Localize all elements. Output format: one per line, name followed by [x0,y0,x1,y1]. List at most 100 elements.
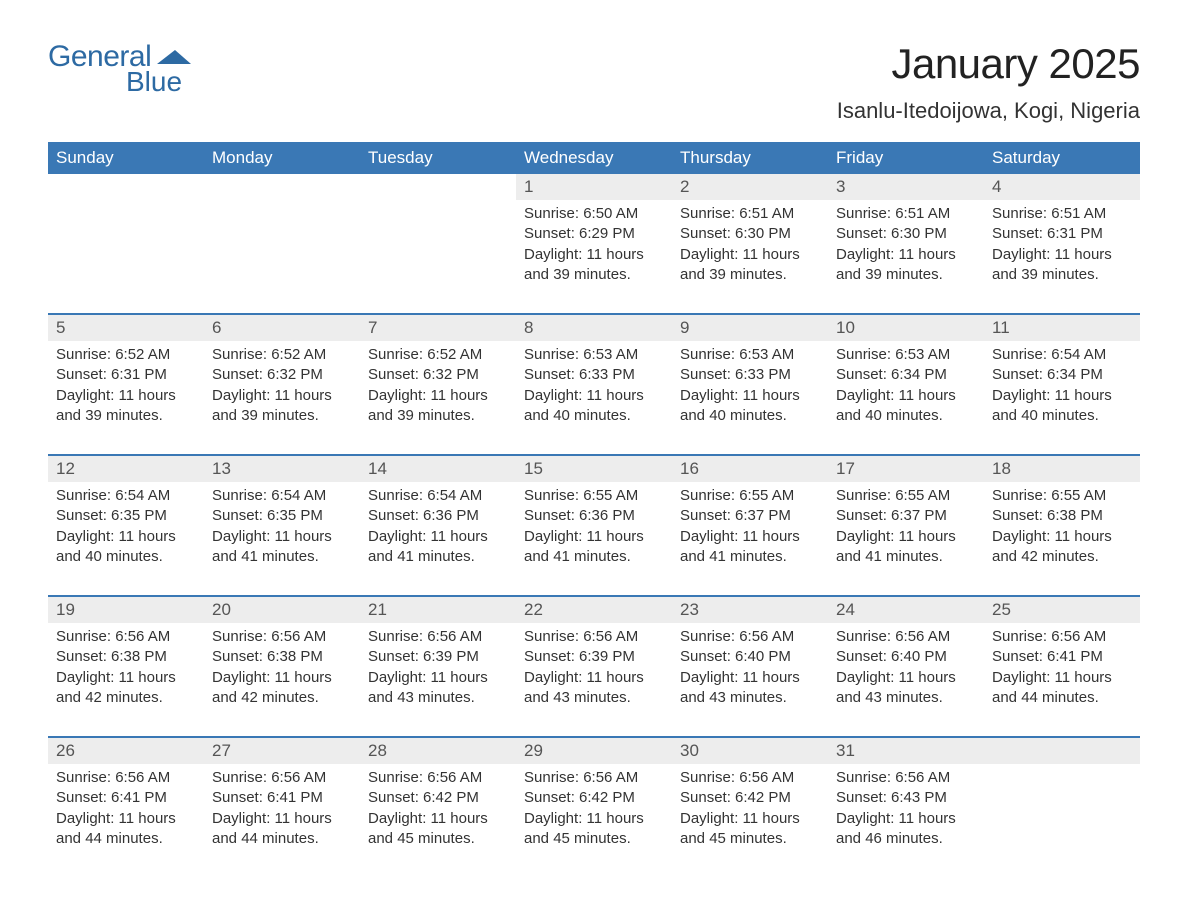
title-block: January 2025 Isanlu-Itedoijowa, Kogi, Ni… [837,40,1140,136]
day-data-row: Sunrise: 6:56 AMSunset: 6:41 PMDaylight:… [48,764,1140,877]
day-number-cell: 2 [672,174,828,200]
day-data-cell [48,200,204,314]
daylight-text: Daylight: 11 hours and 43 minutes. [524,668,664,709]
day-data-cell: Sunrise: 6:56 AMSunset: 6:40 PMDaylight:… [828,623,984,737]
daylight-text: Daylight: 11 hours and 42 minutes. [56,668,196,709]
sunset-text: Sunset: 6:42 PM [680,788,820,808]
sunrise-text: Sunrise: 6:51 AM [992,204,1132,224]
sunset-text: Sunset: 6:37 PM [836,506,976,526]
sunrise-text: Sunrise: 6:56 AM [56,768,196,788]
day-number-cell: 7 [360,314,516,341]
sunrise-text: Sunrise: 6:52 AM [56,345,196,365]
sunset-text: Sunset: 6:41 PM [212,788,352,808]
daylight-text: Daylight: 11 hours and 44 minutes. [56,809,196,850]
day-number-cell [360,174,516,200]
weekday-header: Saturday [984,142,1140,174]
day-number-cell [984,737,1140,764]
daylight-text: Daylight: 11 hours and 41 minutes. [524,527,664,568]
day-number-cell: 11 [984,314,1140,341]
day-data-cell: Sunrise: 6:56 AMSunset: 6:39 PMDaylight:… [516,623,672,737]
day-number-cell: 29 [516,737,672,764]
sunrise-text: Sunrise: 6:56 AM [680,768,820,788]
sunset-text: Sunset: 6:39 PM [368,647,508,667]
sunset-text: Sunset: 6:40 PM [680,647,820,667]
sunset-text: Sunset: 6:31 PM [56,365,196,385]
weekday-header: Sunday [48,142,204,174]
day-number-cell: 20 [204,596,360,623]
sunrise-text: Sunrise: 6:54 AM [368,486,508,506]
daylight-text: Daylight: 11 hours and 40 minutes. [836,386,976,427]
day-data-cell [984,764,1140,877]
day-data-cell: Sunrise: 6:52 AMSunset: 6:31 PMDaylight:… [48,341,204,455]
day-number-cell: 4 [984,174,1140,200]
daylight-text: Daylight: 11 hours and 45 minutes. [680,809,820,850]
sunrise-text: Sunrise: 6:55 AM [524,486,664,506]
daylight-text: Daylight: 11 hours and 39 minutes. [56,386,196,427]
day-number-row: 19202122232425 [48,596,1140,623]
day-data-cell: Sunrise: 6:56 AMSunset: 6:41 PMDaylight:… [204,764,360,877]
weekday-header: Wednesday [516,142,672,174]
day-number-cell: 17 [828,455,984,482]
day-number-row: 567891011 [48,314,1140,341]
sunset-text: Sunset: 6:32 PM [368,365,508,385]
daylight-text: Daylight: 11 hours and 45 minutes. [368,809,508,850]
logo-blue-text: Blue [126,66,182,98]
sunrise-text: Sunrise: 6:54 AM [212,486,352,506]
day-data-cell: Sunrise: 6:54 AMSunset: 6:34 PMDaylight:… [984,341,1140,455]
sunrise-text: Sunrise: 6:55 AM [992,486,1132,506]
page-title: January 2025 [837,40,1140,88]
day-data-cell: Sunrise: 6:56 AMSunset: 6:41 PMDaylight:… [984,623,1140,737]
day-data-cell: Sunrise: 6:56 AMSunset: 6:42 PMDaylight:… [360,764,516,877]
daylight-text: Daylight: 11 hours and 39 minutes. [680,245,820,286]
day-number-cell [48,174,204,200]
daylight-text: Daylight: 11 hours and 44 minutes. [212,809,352,850]
weekday-header: Friday [828,142,984,174]
day-number-cell: 15 [516,455,672,482]
day-number-cell: 19 [48,596,204,623]
sunrise-text: Sunrise: 6:56 AM [524,768,664,788]
sunrise-text: Sunrise: 6:53 AM [524,345,664,365]
location-text: Isanlu-Itedoijowa, Kogi, Nigeria [837,98,1140,124]
day-number-cell: 3 [828,174,984,200]
sunrise-text: Sunrise: 6:55 AM [680,486,820,506]
sunset-text: Sunset: 6:38 PM [56,647,196,667]
header: General Blue January 2025 Isanlu-Itedoij… [48,40,1140,136]
daylight-text: Daylight: 11 hours and 39 minutes. [836,245,976,286]
day-number-row: 262728293031 [48,737,1140,764]
day-number-cell: 28 [360,737,516,764]
sunrise-text: Sunrise: 6:52 AM [212,345,352,365]
day-data-cell: Sunrise: 6:51 AMSunset: 6:30 PMDaylight:… [828,200,984,314]
day-number-cell: 9 [672,314,828,341]
sunset-text: Sunset: 6:30 PM [680,224,820,244]
day-data-cell: Sunrise: 6:51 AMSunset: 6:30 PMDaylight:… [672,200,828,314]
sunset-text: Sunset: 6:32 PM [212,365,352,385]
sunrise-text: Sunrise: 6:56 AM [680,627,820,647]
day-number-cell [204,174,360,200]
day-data-cell: Sunrise: 6:56 AMSunset: 6:39 PMDaylight:… [360,623,516,737]
sunrise-text: Sunrise: 6:56 AM [56,627,196,647]
sunset-text: Sunset: 6:34 PM [992,365,1132,385]
calendar-table: SundayMondayTuesdayWednesdayThursdayFrid… [48,142,1140,877]
daylight-text: Daylight: 11 hours and 40 minutes. [680,386,820,427]
day-number-cell: 16 [672,455,828,482]
day-data-cell: Sunrise: 6:56 AMSunset: 6:38 PMDaylight:… [204,623,360,737]
sunrise-text: Sunrise: 6:56 AM [992,627,1132,647]
day-number-cell: 5 [48,314,204,341]
sunset-text: Sunset: 6:29 PM [524,224,664,244]
daylight-text: Daylight: 11 hours and 45 minutes. [524,809,664,850]
day-data-cell: Sunrise: 6:56 AMSunset: 6:40 PMDaylight:… [672,623,828,737]
day-number-cell: 31 [828,737,984,764]
sunset-text: Sunset: 6:33 PM [680,365,820,385]
day-data-cell: Sunrise: 6:52 AMSunset: 6:32 PMDaylight:… [360,341,516,455]
sunset-text: Sunset: 6:35 PM [56,506,196,526]
daylight-text: Daylight: 11 hours and 39 minutes. [992,245,1132,286]
day-data-cell: Sunrise: 6:51 AMSunset: 6:31 PMDaylight:… [984,200,1140,314]
day-number-cell: 26 [48,737,204,764]
logo: General Blue [48,40,191,98]
daylight-text: Daylight: 11 hours and 44 minutes. [992,668,1132,709]
day-number-cell: 1 [516,174,672,200]
daylight-text: Daylight: 11 hours and 40 minutes. [56,527,196,568]
day-number-cell: 22 [516,596,672,623]
sunset-text: Sunset: 6:41 PM [992,647,1132,667]
day-number-cell: 10 [828,314,984,341]
